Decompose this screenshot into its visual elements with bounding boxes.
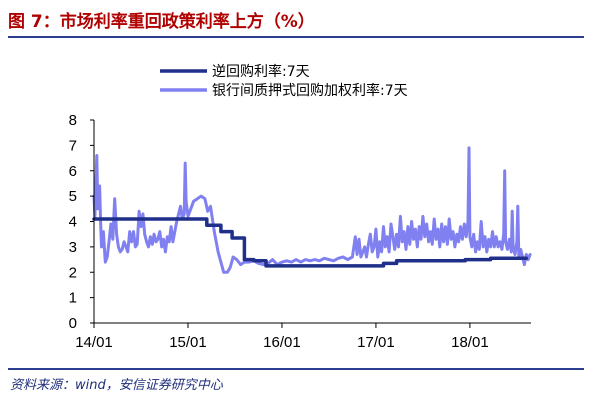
y-tick-label: 5	[69, 188, 77, 205]
y-tick-label: 2	[69, 264, 77, 281]
x-axis: 14/01 15/01 16/01 17/01 18/01	[75, 322, 531, 351]
y-tick-label: 7	[69, 137, 77, 154]
y-tick-label: 0	[69, 315, 77, 332]
x-tick-label: 14/01	[75, 334, 113, 351]
x-tick-label: 15/01	[169, 334, 207, 351]
top-rule	[8, 36, 584, 38]
y-tick-label: 3	[69, 239, 77, 256]
y-axis: 0 1 2 3 4 5 6 7 8	[69, 112, 95, 332]
series-line-interbank-repo	[92, 146, 532, 274]
legend-label-reverse-repo: 逆回购利率:7天	[212, 63, 310, 80]
legend: 逆回购利率:7天 银行间质押式回购加权利率:7天	[160, 63, 408, 99]
y-tick-label: 1	[69, 290, 77, 307]
x-tick-label: 17/01	[357, 334, 395, 351]
legend-label-interbank-repo: 银行间质押式回购加权利率:7天	[212, 82, 408, 99]
figure-title: 图 7：市场利率重回政策利率上方（%）	[8, 12, 315, 32]
bottom-rule	[8, 368, 584, 370]
y-tick-label: 8	[69, 112, 77, 129]
x-tick-label: 18/01	[451, 334, 489, 351]
source-note: 资料来源：wind，安信证券研究中心	[10, 378, 223, 393]
y-tick-label: 6	[69, 163, 77, 180]
y-tick-label: 4	[69, 214, 77, 231]
x-tick-label: 16/01	[263, 334, 301, 351]
series-line-reverse-repo	[92, 217, 529, 268]
plot-area	[92, 146, 532, 274]
